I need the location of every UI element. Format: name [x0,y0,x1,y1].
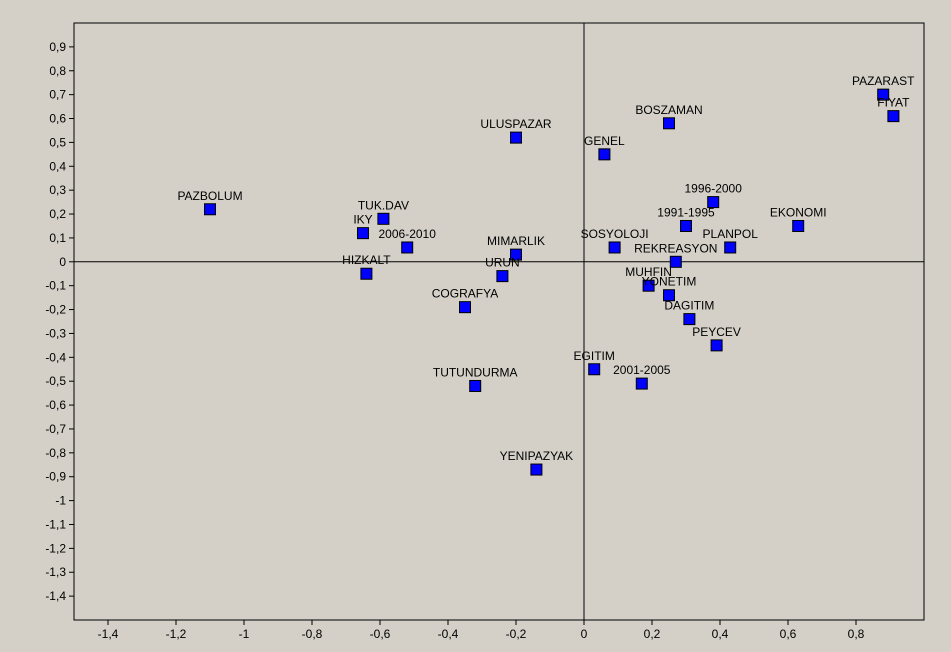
data-point-marker [401,241,414,254]
x-tick-label: -0,2 [506,627,527,641]
data-point-marker [710,339,723,352]
y-tick-label: -1,2 [45,541,66,555]
y-tick-label: 0,9 [49,40,66,54]
data-point-marker [707,196,720,209]
x-tick-label: -1,2 [166,627,187,641]
y-tick-label: -0,1 [45,279,66,293]
data-point-marker [469,379,482,392]
y-tick-label: -0,6 [45,398,66,412]
data-point-label: ULUSPAZAR [480,117,551,131]
data-point-label: HIZKALT [342,253,391,267]
y-tick-label: -0,4 [45,350,66,364]
y-tick-label: 0,5 [49,135,66,149]
data-point-marker [459,301,471,314]
data-point-marker [663,289,675,302]
data-point-marker [887,110,900,123]
data-point-label: TUK.DAV [358,198,409,212]
data-point-marker [663,117,675,130]
y-tick-label: -1,3 [45,565,66,579]
data-point-label: PEYCEV [692,325,741,339]
data-point-label: GENEL [584,134,625,148]
data-point-marker [360,267,373,280]
x-tick-label: -0,8 [302,627,323,641]
data-point-label: YENIPAZYAK [500,449,574,463]
data-point-marker [357,227,369,240]
y-tick-label: 0,1 [49,231,66,245]
data-point-marker [680,219,692,232]
y-tick-label: 0,7 [49,88,66,102]
data-point-label: URUN [485,256,520,270]
y-tick-label: -0,3 [45,326,66,340]
y-tick-label: 0,2 [49,207,66,221]
y-tick-label: -1 [55,494,66,508]
y-tick-label: -0,5 [45,374,66,388]
data-point-marker [877,88,890,101]
data-point-label: YONETIM [642,275,697,289]
x-tick-label: 0 [581,627,588,641]
x-tick-label: -1,4 [98,627,119,641]
axis-ticks: -1,4 -1,2 -1 -0,8 -0,6 -0,4 -0,2 0 0,2 0,4 0,6 0,8 0… [45,40,864,641]
data-point-marker [588,363,601,376]
data-point-label: SOSYOLOJI [581,227,649,241]
data-point-marker [530,463,543,476]
data-point-marker [683,313,696,326]
data-point-marker [669,255,682,268]
data-point-marker [204,203,216,216]
data-point-marker [598,148,611,161]
data-point-marker [635,377,648,390]
x-tick-label: 0,8 [848,627,865,641]
data-point-label: 2001-2005 [613,363,671,377]
x-tick-label: -0,6 [370,627,391,641]
data-point-label: BOSZAMAN [635,103,702,117]
data-point-label: 2006-2010 [379,227,437,241]
data-point-marker [377,212,390,225]
data-point-label: PAZARAST [852,74,915,88]
x-tick-label: -0,4 [438,627,459,641]
data-points: PAZARAST FIYAT BOSZAMAN ULUSPAZAR GENEL PAZBO… [177,74,915,476]
data-point-label: IKY [353,213,372,227]
data-point-marker [642,279,655,292]
data-point-marker [792,219,805,232]
data-point-label: MIMARLIK [487,234,545,248]
data-point-label: EKONOMI [770,205,827,219]
y-tick-label: -0,2 [45,303,66,317]
data-point-label: 1996-2000 [685,182,743,196]
data-point-label: DAGITIM [664,299,714,313]
data-point-marker [510,131,522,144]
data-point-label: PAZBOLUM [177,189,242,203]
data-point-label: FIYAT [877,96,910,110]
x-tick-label: 0,2 [644,627,661,641]
data-point-marker [724,241,737,254]
y-tick-label: 0,3 [49,183,66,197]
data-point-label: COGRAFYA [432,287,498,301]
x-tick-label: 0,6 [780,627,797,641]
plot-frame [73,22,925,621]
y-tick-label: -0,9 [45,470,66,484]
y-tick-label: -0,7 [45,422,66,436]
data-point-label: 1991-1995 [657,205,715,219]
x-tick-label: -1 [239,627,250,641]
data-point-marker [510,248,522,261]
data-point-label: MUHFIN [625,265,672,279]
y-tick-label: 0,6 [49,112,66,126]
y-tick-label: 0,8 [49,64,66,78]
y-tick-label: -1,1 [45,517,66,531]
data-point-label: EGITIM [574,349,615,363]
zero-reference-lines [74,23,924,620]
y-tick-label: -1,4 [45,589,66,603]
data-point-label: PLANPOL [703,227,759,241]
data-point-marker [496,270,509,283]
y-tick-label: 0,4 [49,159,66,173]
x-tick-label: 0,4 [712,627,729,641]
data-point-label: REKREASYON [634,241,717,255]
data-point-marker [608,241,621,254]
y-tick-label: 0 [59,255,66,269]
data-point-label: TUTUNDURMA [433,365,518,379]
y-tick-label: -0,8 [45,446,66,460]
